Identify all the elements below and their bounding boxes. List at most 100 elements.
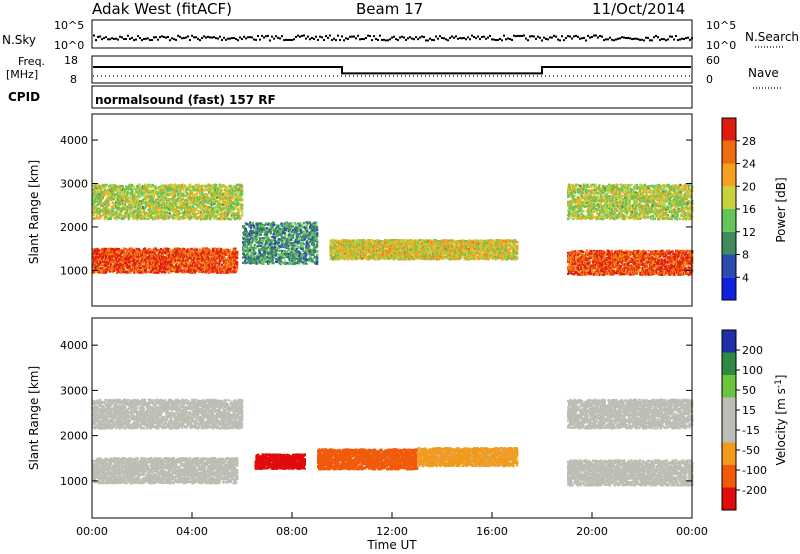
nsky-point [687, 37, 689, 39]
nsky-point [215, 37, 217, 39]
nsky-point [289, 39, 291, 41]
nsky-point [217, 38, 219, 40]
nsky-point [209, 36, 211, 38]
nsky-point [481, 36, 483, 38]
nsky-point [315, 36, 317, 38]
nsky-point [103, 37, 105, 39]
nsky-point [387, 39, 389, 41]
nsky-point [303, 35, 305, 37]
nsky-point [557, 39, 559, 41]
nsky-point [139, 37, 141, 39]
nsky-point [433, 39, 435, 41]
nsky-point [565, 37, 567, 39]
nsky-point [105, 36, 107, 38]
freq-frame [92, 56, 692, 83]
nsky-point [549, 36, 551, 38]
nsky-point [347, 38, 349, 40]
nsky-point [175, 39, 177, 41]
nsky-point [627, 37, 629, 39]
nsky-point [381, 39, 383, 41]
nsky-point [585, 39, 587, 41]
nsky-point [241, 38, 243, 40]
nsky-point [337, 35, 339, 37]
nsky-point [353, 36, 355, 38]
nsky-point [167, 36, 169, 38]
nsky-left-tick-top: 10^5 [54, 19, 84, 32]
nsky-point [411, 38, 413, 40]
nsky-point [677, 39, 679, 41]
nsky-point [255, 39, 257, 41]
nsky-point [431, 39, 433, 41]
nsky-point [655, 35, 657, 37]
nsky-point [639, 39, 641, 41]
nsky-point [467, 36, 469, 38]
nsky-point [457, 38, 459, 40]
nsky-point [509, 38, 511, 40]
nsky-point [503, 35, 505, 37]
nsky-point [155, 36, 157, 38]
nsky-point [609, 37, 611, 39]
heatmap-cell [129, 266, 131, 268]
nsky-point [271, 36, 273, 38]
nsky-point [593, 35, 595, 37]
nsky-point [521, 35, 523, 37]
nsky-point [633, 38, 635, 40]
nsky-point [261, 35, 263, 37]
nsky-point [375, 38, 377, 40]
nsky-point [661, 38, 663, 40]
nsky-point [507, 38, 509, 40]
nsky-point [115, 38, 117, 40]
frequency-line [93, 67, 691, 73]
nsky-point [571, 38, 573, 40]
nsky-point [153, 36, 155, 38]
nsky-point [395, 38, 397, 40]
nsky-point [543, 37, 545, 39]
nsky-point [391, 37, 393, 39]
nsky-point [429, 38, 431, 40]
nsky-point [145, 38, 147, 40]
nsky-point [449, 37, 451, 39]
nsky-point [195, 36, 197, 38]
nsky-point [547, 38, 549, 40]
nsky-point [297, 35, 299, 37]
nsky-point [681, 38, 683, 40]
nsky-point [307, 36, 309, 38]
nsky-point [201, 37, 203, 39]
nsky-point [357, 35, 359, 37]
nsky-point [203, 35, 205, 37]
nsky-point [227, 38, 229, 40]
nsky-point [441, 37, 443, 39]
nsky-point [487, 37, 489, 39]
nsky-point [99, 36, 101, 38]
nsky-point [489, 35, 491, 37]
nsky-point [573, 35, 575, 37]
nsky-point [317, 39, 319, 41]
nsky-point [369, 35, 371, 37]
nsky-point [531, 35, 533, 37]
nsky-point [643, 39, 645, 41]
nsky-point [579, 38, 581, 40]
nsky-point [161, 35, 163, 37]
nsky-point [541, 39, 543, 41]
nsky-point [379, 35, 381, 37]
nsky-point [349, 36, 351, 38]
nsky-point [109, 38, 111, 40]
nsky-point [111, 37, 113, 39]
nsky-point [419, 37, 421, 39]
freq-unit-label: [MHz] [6, 68, 38, 81]
nsky-point [649, 39, 651, 41]
nsky-point [455, 35, 457, 37]
nsky-point [629, 37, 631, 39]
nsky-point [473, 36, 475, 38]
nsky-point [225, 39, 227, 41]
nsky-point [663, 38, 665, 40]
nsky-point [285, 39, 287, 41]
nsky-point [373, 35, 375, 37]
nsky-point [465, 38, 467, 40]
nsky-point [363, 38, 365, 40]
nsky-point [451, 35, 453, 37]
nsky-point [247, 36, 249, 38]
nsky-point [393, 36, 395, 38]
freq-left-tick-bottom: 8 [70, 73, 77, 86]
nsky-point [283, 39, 285, 41]
